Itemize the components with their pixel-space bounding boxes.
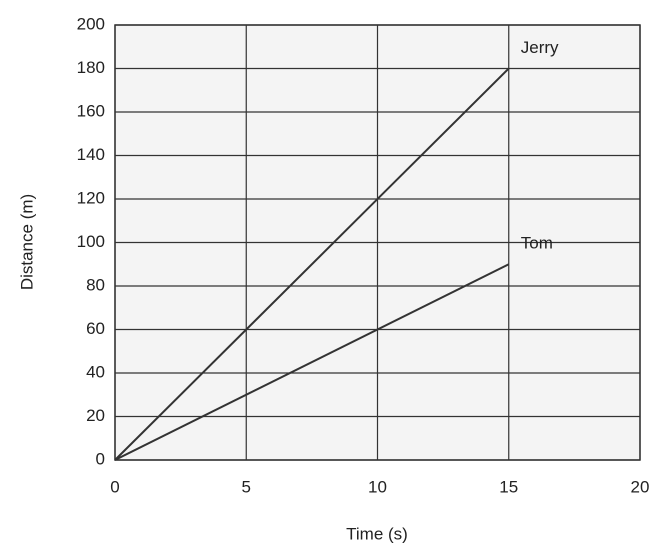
x-axis-label: Time (s): [346, 524, 408, 543]
y-tick-label: 100: [77, 232, 105, 251]
y-tick-label: 180: [77, 58, 105, 77]
y-tick-label: 80: [86, 275, 105, 294]
series-label: Tom: [521, 234, 553, 253]
y-tick-label: 40: [86, 362, 105, 381]
x-tick-label: 10: [368, 477, 387, 496]
series-line: [114, 263, 510, 461]
series-label: Jerry: [521, 38, 559, 57]
series-line: [114, 67, 510, 461]
x-tick-label: 5: [242, 477, 251, 496]
x-tick-label: 15: [499, 477, 518, 496]
y-tick-label: 120: [77, 188, 105, 207]
y-axis-label: Distance (m): [17, 194, 36, 290]
y-tick-label: 0: [96, 449, 105, 468]
y-tick-label: 140: [77, 145, 105, 164]
x-tick-label: 20: [631, 477, 650, 496]
y-tick-label: 60: [86, 319, 105, 338]
y-tick-label: 160: [77, 101, 105, 120]
x-tick-label: 0: [110, 477, 119, 496]
y-tick-label: 200: [77, 14, 105, 33]
y-tick-label: 20: [86, 406, 105, 425]
